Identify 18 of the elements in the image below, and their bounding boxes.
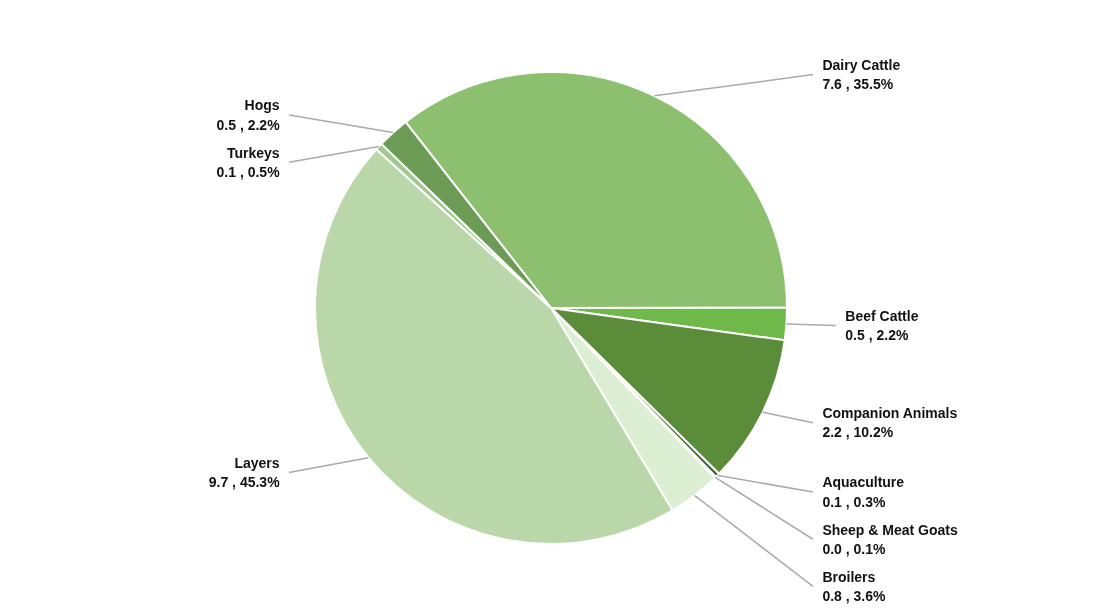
slice-label: Companion Animals — [822, 405, 958, 422]
slice-label: Hogs — [244, 97, 280, 114]
slice-label: Sheep & Meat Goats — [822, 521, 958, 538]
slice-label: Aquaculture — [822, 474, 905, 491]
data-label: 0.1 , 0.5% — [216, 163, 281, 180]
data-label: 2.2 , 10.2% — [822, 424, 894, 441]
slice-label: Turkeys — [226, 144, 280, 161]
slice-label: Layers — [234, 455, 280, 472]
data-label: 0.5 , 2.2% — [216, 116, 281, 133]
slice-label: Beef Cattle — [845, 308, 919, 325]
data-label: 7.6 , 35.5% — [822, 76, 894, 93]
data-label: 0.1 , 0.3% — [822, 493, 886, 510]
data-label: 0.0 , 0.1% — [822, 540, 886, 557]
slice-label: Broilers — [822, 568, 876, 585]
data-label: 0.8 , 3.6% — [822, 588, 886, 605]
slice-label: Dairy Cattle — [822, 57, 901, 73]
data-label: 9.7 , 45.3% — [208, 474, 281, 491]
data-label: 0.5 , 2.2% — [845, 327, 909, 344]
